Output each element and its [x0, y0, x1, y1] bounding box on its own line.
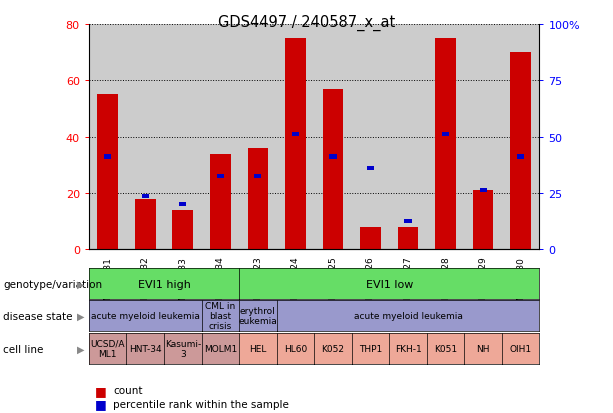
Text: CML in
blast
crisis: CML in blast crisis [205, 301, 235, 330]
Text: percentile rank within the sample: percentile rank within the sample [113, 399, 289, 409]
Bar [360, 227, 381, 250]
Bar [322, 90, 343, 250]
Text: genotype/variation: genotype/variation [3, 279, 102, 289]
Text: GDS4497 / 240587_x_at: GDS4497 / 240587_x_at [218, 14, 395, 31]
Text: ▶: ▶ [77, 344, 84, 354]
Bar [285, 39, 306, 250]
Text: UCSD/A
ML1: UCSD/A ML1 [90, 339, 125, 358]
Text: acute myeloid leukemia: acute myeloid leukemia [354, 311, 462, 320]
Bar [104, 155, 112, 159]
Text: HEL: HEL [249, 344, 267, 353]
Bar [172, 211, 193, 250]
Text: ▶: ▶ [77, 311, 84, 321]
Bar [329, 155, 337, 159]
Text: OIH1: OIH1 [509, 344, 531, 353]
Bar [398, 227, 418, 250]
Bar [517, 155, 524, 159]
Text: erythrol
eukemia: erythrol eukemia [238, 306, 277, 325]
Bar [405, 220, 412, 224]
Text: K052: K052 [321, 344, 345, 353]
Text: cell line: cell line [3, 344, 44, 354]
Bar [179, 203, 186, 207]
Bar [142, 194, 149, 199]
Bar [473, 191, 493, 250]
Text: K051: K051 [434, 344, 457, 353]
Text: EVI1 high: EVI1 high [137, 279, 191, 289]
Text: THP1: THP1 [359, 344, 382, 353]
Bar [479, 189, 487, 193]
Text: ■: ■ [95, 397, 107, 411]
Bar [216, 175, 224, 179]
Text: acute myeloid leukemia: acute myeloid leukemia [91, 311, 200, 320]
Text: count: count [113, 385, 143, 395]
Text: Kasumi-
3: Kasumi- 3 [165, 339, 201, 358]
Bar [97, 95, 118, 250]
Text: ■: ■ [95, 384, 107, 397]
Bar [135, 199, 156, 250]
Bar [442, 133, 449, 137]
Text: EVI1 low: EVI1 low [365, 279, 413, 289]
Text: MOLM1: MOLM1 [204, 344, 237, 353]
Text: ▶: ▶ [77, 279, 84, 289]
Text: HL60: HL60 [284, 344, 307, 353]
Bar [511, 53, 531, 250]
Bar [435, 39, 456, 250]
Text: disease state: disease state [3, 311, 72, 321]
Bar [292, 133, 299, 137]
Text: HNT-34: HNT-34 [129, 344, 161, 353]
Bar [254, 175, 262, 179]
Text: NH: NH [476, 344, 490, 353]
Bar [248, 149, 268, 250]
Text: FKH-1: FKH-1 [395, 344, 421, 353]
Bar [367, 166, 374, 171]
Bar [210, 154, 230, 250]
